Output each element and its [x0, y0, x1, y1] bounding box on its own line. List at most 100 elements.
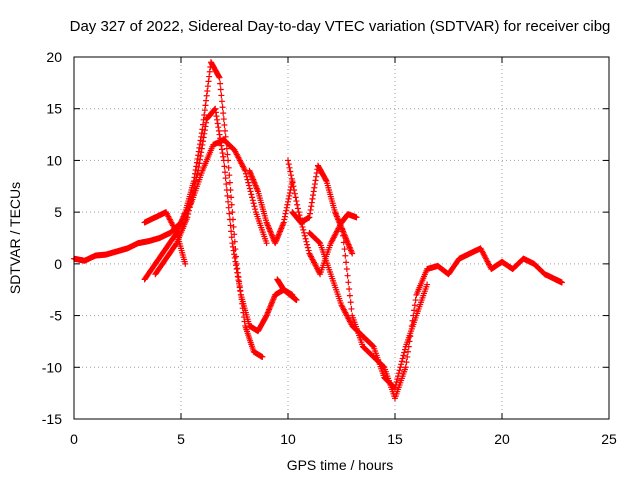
data-point: [218, 92, 225, 99]
data-point: [306, 214, 313, 221]
data-point: [305, 247, 312, 254]
data-point: [197, 152, 204, 159]
data-point: [346, 292, 353, 299]
data-point: [244, 176, 251, 183]
data-point: [392, 384, 398, 391]
data-point: [281, 213, 288, 220]
data-point: [201, 127, 208, 134]
data-point: [212, 109, 219, 116]
data-point: [226, 216, 233, 223]
data-point: [301, 232, 308, 239]
data-point: [228, 228, 235, 235]
data-point: [231, 254, 238, 261]
data-point: [196, 160, 203, 167]
data-point: [281, 216, 288, 223]
data-point: [216, 74, 223, 81]
data-point: [184, 214, 191, 221]
data-point: [394, 376, 401, 383]
data-point: [225, 204, 232, 211]
data-point: [246, 182, 253, 189]
data-point: [185, 207, 192, 214]
data-point: [221, 121, 228, 128]
data-point: [411, 307, 418, 314]
data-point: [230, 223, 237, 230]
data-point: [201, 130, 208, 137]
data-point: [220, 116, 227, 123]
data-point: [399, 355, 406, 362]
x-tick-label: 25: [601, 431, 617, 447]
data-point: [251, 203, 258, 210]
series-arc-5: [246, 167, 296, 247]
data-point: [313, 173, 320, 180]
data-point: [231, 251, 238, 258]
data-point: [289, 179, 296, 186]
data-point: [189, 191, 196, 198]
data-point: [227, 222, 234, 229]
data-point: [346, 285, 353, 292]
data-point: [401, 349, 408, 356]
data-point: [287, 168, 294, 175]
data-point: [245, 179, 252, 186]
data-point: [221, 163, 228, 170]
data-point: [301, 229, 308, 236]
data-point: [228, 194, 235, 201]
data-point: [345, 279, 352, 286]
data-point: [404, 348, 411, 355]
data-point: [411, 302, 418, 309]
data-point: [395, 373, 402, 380]
data-point: [224, 192, 231, 199]
data-point: [283, 207, 290, 214]
data-point: [206, 68, 213, 75]
data-point: [219, 104, 226, 111]
data-point: [182, 260, 189, 267]
data-point: [233, 262, 240, 269]
data-point: [196, 156, 203, 163]
data-point: [246, 185, 253, 192]
data-point: [223, 181, 230, 188]
data-point: [249, 197, 256, 204]
data-point: [218, 146, 225, 153]
data-point: [230, 247, 237, 254]
data-point: [308, 199, 315, 206]
data-point: [217, 138, 224, 145]
data-point: [292, 194, 299, 201]
y-axis-label: SDTVAR / TECUs: [7, 182, 23, 294]
data-point: [225, 164, 232, 171]
data-point: [229, 240, 236, 247]
y-tick-label: 0: [54, 256, 62, 272]
series-arc-3: [152, 105, 296, 335]
series-arc-10: [338, 211, 360, 226]
data-point: [297, 218, 304, 225]
data-point: [299, 223, 306, 230]
series-arc-9: [274, 276, 300, 304]
data-point: [309, 195, 316, 202]
data-point: [288, 175, 295, 182]
data-point: [234, 273, 241, 280]
data-point: [340, 232, 347, 239]
data-point: [218, 142, 225, 149]
data-point: [222, 127, 229, 134]
data-point: [295, 209, 302, 216]
data-point: [222, 175, 229, 182]
data-point: [215, 124, 222, 131]
data-point: [248, 191, 255, 198]
data-point: [203, 92, 210, 99]
data-point: [185, 210, 192, 217]
data-point: [220, 157, 227, 164]
series-arc-4: [141, 209, 189, 267]
y-tick-label: -5: [50, 308, 63, 324]
data-point: [392, 382, 399, 389]
data-point: [191, 184, 198, 191]
data-point: [247, 188, 254, 195]
data-point: [237, 288, 244, 295]
data-point: [402, 364, 409, 371]
data-point: [339, 226, 346, 233]
data-point: [349, 250, 356, 257]
data-point: [307, 210, 314, 217]
data-point: [396, 367, 403, 374]
series-arc-7: [285, 157, 565, 402]
data-point: [395, 370, 402, 377]
data-point: [286, 189, 293, 196]
data-point: [307, 206, 314, 213]
data-point: [201, 107, 208, 114]
